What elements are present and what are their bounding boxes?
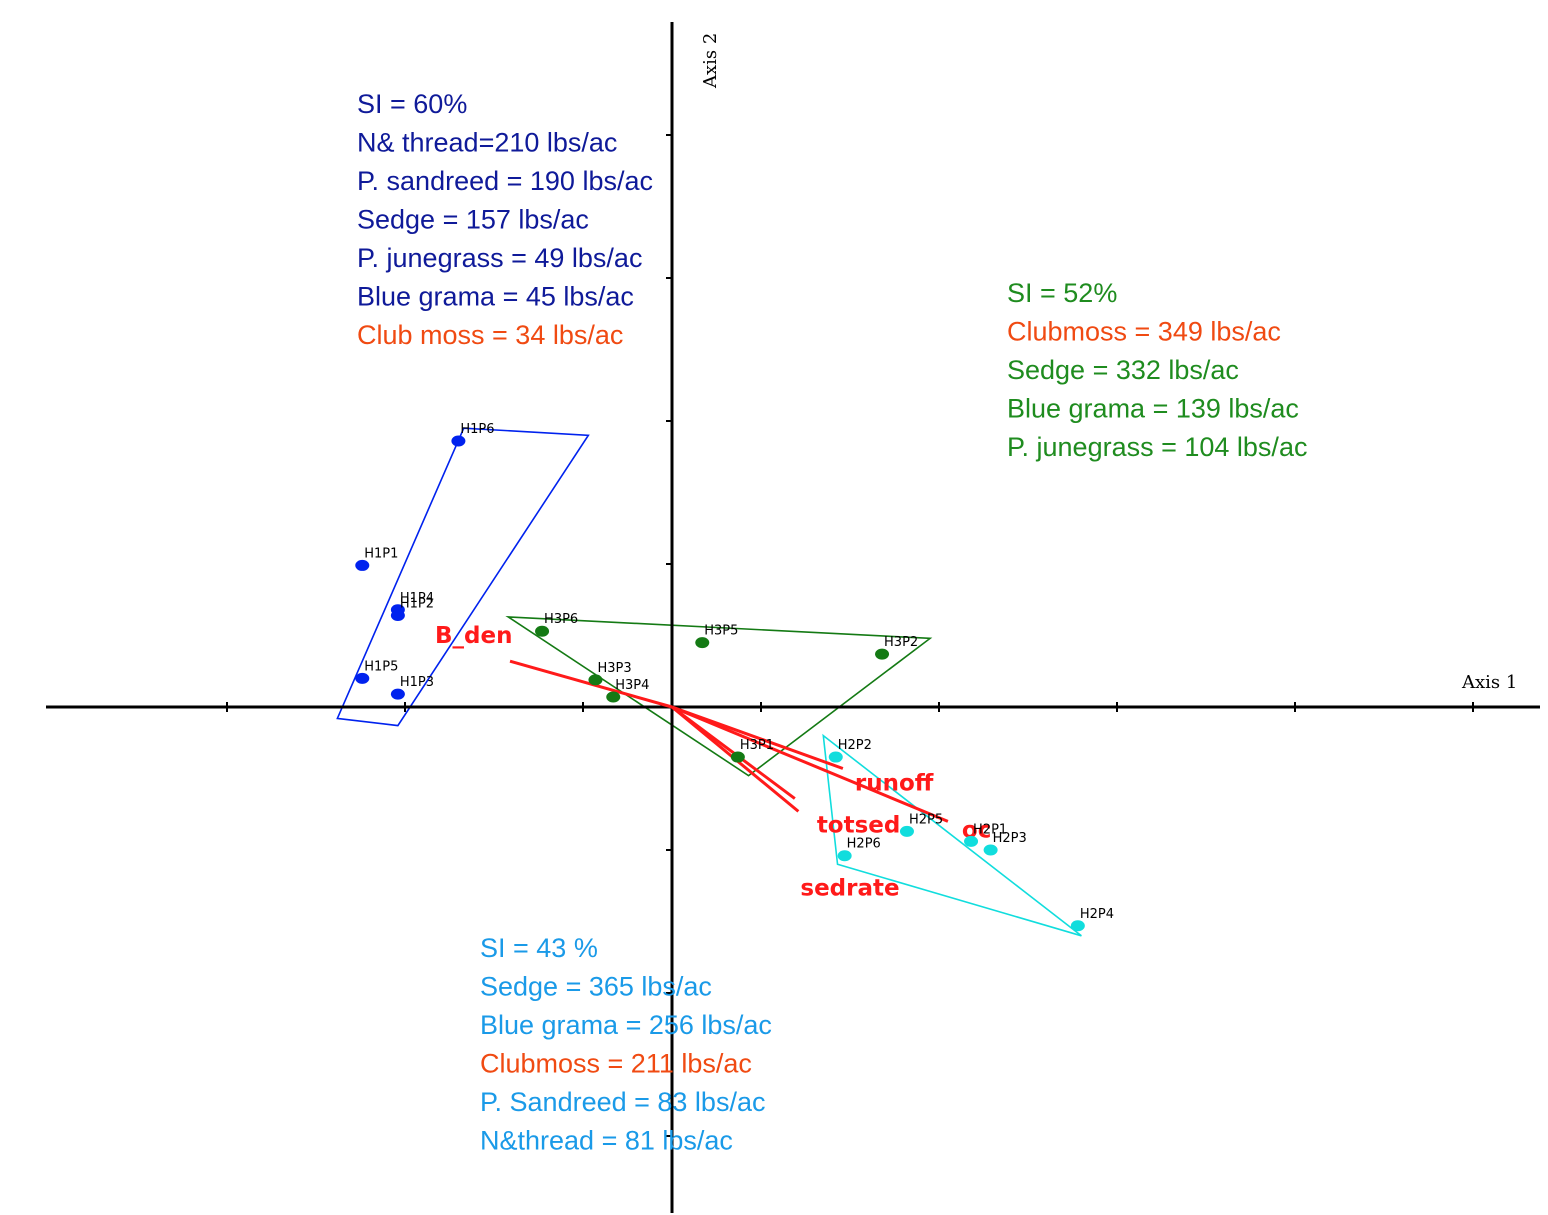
- point-label-h3p4: H3P4: [615, 678, 649, 693]
- annotation-h3-line: Clubmoss = 349 lbs/ac: [1007, 317, 1281, 347]
- point-h3p5: [695, 637, 710, 649]
- annotation-h3-line: SI = 52%: [1007, 278, 1117, 308]
- vector-oc: [671, 705, 949, 823]
- point-h2p4: [1070, 920, 1085, 932]
- point-h3p3: [588, 674, 603, 686]
- point-label-h1p6: H1P6: [460, 422, 494, 437]
- point-label-h3p2: H3P2: [884, 635, 918, 650]
- annotation-h3-line: Sedge = 332 lbs/ac: [1007, 355, 1239, 385]
- point-label-h3p1: H3P1: [740, 738, 774, 753]
- point-label-h2p1: H2P1: [973, 822, 1007, 837]
- vector-label-runoff: runoff: [855, 770, 934, 796]
- point-h2p1: [964, 835, 979, 847]
- annotation-h1-line: Club moss = 34 lbs/ac: [357, 320, 623, 350]
- point-h1p3: [390, 688, 405, 700]
- point-h1p2: [390, 609, 405, 621]
- annotation-h1-line: N& thread=210 lbs/ac: [357, 128, 617, 158]
- point-label-h2p3: H2P3: [993, 831, 1027, 846]
- annotation-h1-line: SI = 60%: [357, 89, 467, 119]
- annotation-h1-line: P. junegrass = 49 lbs/ac: [357, 243, 642, 273]
- annotation-h3-line: Blue grama = 139 lbs/ac: [1007, 394, 1299, 424]
- point-h3p6: [535, 625, 550, 637]
- point-label-h1p1: H1P1: [364, 546, 398, 561]
- annotation-h2-line: N&thread = 81 lbs/ac: [480, 1126, 733, 1156]
- point-label-h2p5: H2P5: [909, 812, 943, 827]
- point-label-h3p5: H3P5: [704, 624, 738, 639]
- annotation-h1-line: P. sandreed = 190 lbs/ac: [357, 166, 653, 196]
- point-h3p4: [606, 691, 621, 703]
- point-label-h1p4: H1P4: [400, 591, 434, 606]
- annotation-h2-line: SI = 43 %: [480, 933, 598, 963]
- point-label-h1p5: H1P5: [364, 659, 398, 674]
- vector-label-totsed: totsed: [817, 813, 901, 839]
- point-h1p5: [355, 672, 370, 684]
- annotation-h1-line: Sedge = 157 lbs/ac: [357, 205, 589, 235]
- point-h2p6: [837, 850, 852, 862]
- hull-h1: [336, 427, 590, 727]
- annotation-h3-line: P. junegrass = 104 lbs/ac: [1007, 432, 1307, 462]
- vector-label-sedrate: sedrate: [800, 875, 899, 901]
- axis-ticks: [226, 134, 1474, 1137]
- point-h1p6: [451, 435, 466, 447]
- annotation-h2-line: Blue grama = 256 lbs/ac: [480, 1010, 772, 1040]
- annotation-h1-line: Blue grama = 45 lbs/ac: [357, 282, 634, 312]
- x-axis-title: Axis 1: [1461, 672, 1517, 693]
- point-h2p3: [983, 844, 998, 856]
- point-h3p1: [730, 751, 745, 763]
- annotation-h2-line: Clubmoss = 211 lbs/ac: [480, 1049, 752, 1079]
- point-h3p2: [875, 648, 890, 660]
- vector-label-b-den: B_den: [435, 623, 512, 649]
- point-label-h1p2: H1P2: [400, 596, 434, 611]
- point-label-h3p3: H3P3: [597, 661, 631, 676]
- axes: Axis 1 Axis 2: [46, 22, 1540, 1213]
- convex-hulls: [336, 427, 1082, 937]
- point-label-h2p4: H2P4: [1080, 907, 1114, 922]
- point-label-h1p3: H1P3: [400, 675, 434, 690]
- vector-b-den: [509, 659, 673, 709]
- point-h1p1: [355, 559, 370, 571]
- annotation-h2-line: Sedge = 365 lbs/ac: [480, 972, 712, 1002]
- y-axis-title: Axis 2: [700, 33, 721, 89]
- point-label-h2p2: H2P2: [838, 738, 872, 753]
- point-label-h2p6: H2P6: [847, 837, 881, 852]
- point-h2p5: [899, 825, 914, 837]
- hull-h2: [822, 733, 1082, 937]
- group-annotations: SI = 60% N& thread=210 lbs/ac P. sandreed …: [357, 89, 1307, 1156]
- point-h2p2: [828, 751, 843, 763]
- annotation-h2-line: P. Sandreed = 83 lbs/ac: [480, 1087, 765, 1117]
- point-label-h3p6: H3P6: [544, 612, 578, 627]
